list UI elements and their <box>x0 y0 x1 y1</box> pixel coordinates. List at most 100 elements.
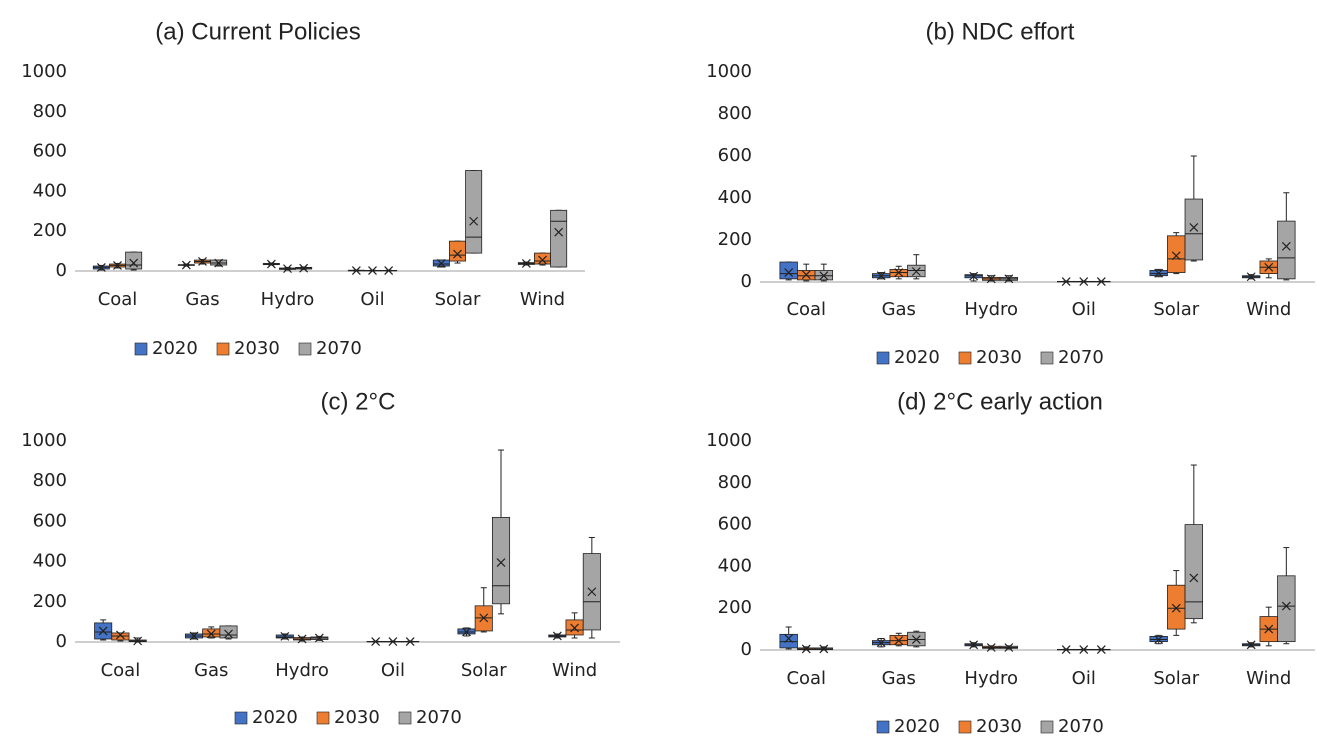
box <box>534 252 551 265</box>
mean-marker <box>1061 277 1071 287</box>
y-tick-label: 800 <box>33 101 67 122</box>
chart-title: (d) 2°C early action <box>897 388 1103 415</box>
mean-marker <box>371 637 381 647</box>
mean-marker <box>969 640 979 650</box>
mean-marker <box>368 266 377 276</box>
mean-marker <box>911 635 921 644</box>
legend-label: 2030 <box>334 707 380 728</box>
x-tick-label: Wind <box>520 289 565 310</box>
y-tick-label: 400 <box>33 180 67 201</box>
x-tick-label: Solar <box>461 660 507 681</box>
box <box>1277 575 1296 643</box>
y-tick-label: 400 <box>718 555 752 576</box>
box <box>1167 235 1186 273</box>
x-tick-label: Hydro <box>964 299 1018 320</box>
mean-marker <box>894 268 904 277</box>
y-tick-label: 200 <box>33 220 67 241</box>
y-tick-label: 0 <box>741 271 752 292</box>
y-tick-label: 1000 <box>706 61 752 82</box>
mean-marker <box>801 270 811 280</box>
mean-marker <box>784 634 794 643</box>
mean-marker <box>1264 262 1274 272</box>
legend-swatch <box>958 351 972 365</box>
legend-label: 2020 <box>252 707 298 728</box>
mean-marker <box>214 258 224 268</box>
mean-marker <box>1079 277 1089 287</box>
chart-title: (b) NDC effort <box>926 18 1075 45</box>
legend-swatch <box>958 720 972 734</box>
x-tick-label: Gas <box>882 668 916 689</box>
box <box>550 209 568 268</box>
box <box>1184 524 1204 620</box>
mean-marker <box>587 587 597 597</box>
mean-marker <box>986 643 996 652</box>
x-tick-label: Hydro <box>964 668 1018 689</box>
x-tick-label: Gas <box>194 660 228 681</box>
box <box>125 251 143 270</box>
legend-swatch <box>216 342 230 356</box>
mean-marker <box>911 267 921 276</box>
box <box>219 625 238 639</box>
mean-marker <box>554 227 564 237</box>
x-tick-label: Gas <box>882 299 916 320</box>
box <box>1184 198 1204 261</box>
mean-marker <box>206 629 216 639</box>
mean-marker <box>314 633 324 643</box>
mean-marker <box>189 631 199 641</box>
x-tick-label: Coal <box>98 289 138 310</box>
mean-marker <box>521 259 531 268</box>
mean-marker <box>1154 268 1164 278</box>
mean-marker <box>1189 573 1199 583</box>
mean-marker <box>1264 624 1274 634</box>
mean-marker <box>436 259 446 268</box>
mean-marker <box>453 249 462 259</box>
y-tick-label: 600 <box>718 514 752 535</box>
box <box>779 261 798 280</box>
legend-swatch <box>876 720 890 734</box>
y-tick-label: 400 <box>33 551 67 572</box>
mean-marker <box>96 262 106 272</box>
mean-marker <box>1281 601 1291 611</box>
chart-title: (a) Current Policies <box>155 18 360 45</box>
y-tick-label: 600 <box>33 510 67 531</box>
mean-marker <box>1171 251 1181 261</box>
box <box>1277 220 1296 280</box>
y-tick-label: 800 <box>718 103 752 124</box>
mean-marker <box>801 644 811 654</box>
mean-marker <box>113 261 122 270</box>
legend-label: 2070 <box>1058 347 1104 368</box>
mean-marker <box>181 260 191 270</box>
y-tick-label: 800 <box>718 472 752 493</box>
legend-label: 2030 <box>234 338 280 359</box>
mean-marker <box>479 613 489 623</box>
y-tick-label: 600 <box>33 141 67 162</box>
mean-marker <box>351 266 361 276</box>
x-tick-label: Oil <box>381 660 405 681</box>
y-tick-label: 1000 <box>706 430 752 451</box>
box <box>1167 584 1186 630</box>
mean-marker <box>388 637 398 647</box>
mean-marker <box>1154 635 1164 644</box>
x-tick-label: Oil <box>1072 668 1096 689</box>
y-tick-label: 0 <box>56 631 67 652</box>
mean-marker <box>969 271 979 281</box>
legend-swatch <box>298 342 312 356</box>
x-tick-label: Oil <box>360 289 384 310</box>
x-tick-label: Wind <box>552 660 597 681</box>
y-tick-label: 0 <box>741 639 752 660</box>
legend-label: 2030 <box>976 347 1022 368</box>
legend-swatch <box>234 711 248 725</box>
mean-marker <box>876 638 886 648</box>
x-tick-label: Coal <box>101 660 141 681</box>
box <box>779 633 798 649</box>
mean-marker <box>1096 277 1106 287</box>
mean-marker <box>570 623 580 633</box>
mean-marker <box>819 271 829 281</box>
legend-label: 2020 <box>152 338 198 359</box>
mean-marker <box>224 629 233 639</box>
legend-label: 2020 <box>894 716 940 736</box>
mean-marker <box>1246 640 1256 650</box>
mean-marker <box>129 258 139 268</box>
y-tick-label: 600 <box>718 145 752 166</box>
legend-label: 2030 <box>976 716 1022 736</box>
